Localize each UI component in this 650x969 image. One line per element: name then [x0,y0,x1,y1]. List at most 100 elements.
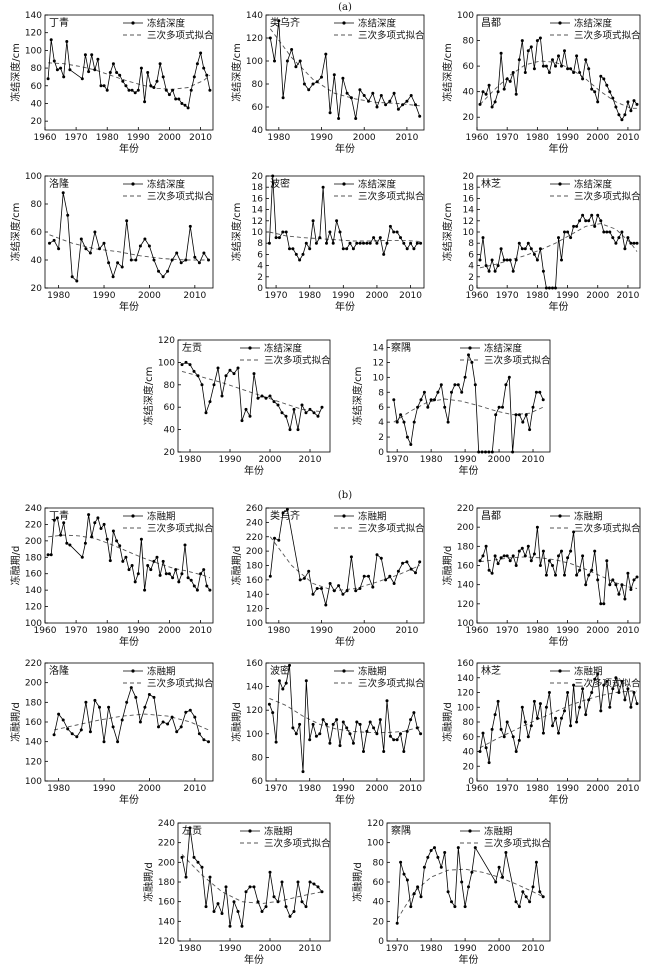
data-point [453,905,457,909]
y-tick-label: 180 [25,698,42,708]
data-point [611,687,615,691]
data-point [166,722,170,726]
data-point [385,699,389,703]
data-point [96,57,100,61]
data-point [202,738,206,742]
data-point [130,564,134,567]
legend-fit-label: 三次多项式拟合 [484,355,551,367]
data-point [355,241,359,245]
data-point [375,553,379,557]
data-point [499,556,503,560]
data-point [405,99,409,103]
data-point [98,705,101,709]
legend-observed-marker [558,669,562,673]
data-point [324,603,328,607]
data-point [337,584,341,588]
y-axis-label: 冻结深度/cm [441,203,454,262]
data-point [161,720,165,724]
series-observed-line [393,353,544,453]
data-point [429,849,433,852]
data-point [593,224,597,228]
legend-observed-label: 冻结深度 [574,18,613,30]
data-point [331,241,335,245]
data-point [328,230,332,234]
data-point [199,572,203,576]
series-fit-line [269,231,421,242]
data-point [623,113,627,117]
data-point [523,247,527,251]
data-point [280,880,284,884]
x-tick-label: 2010 [616,133,639,143]
data-point [384,578,388,582]
data-point [395,921,399,925]
series-fit-line [269,697,421,734]
y-tick-label: 200 [457,523,474,533]
data-point [290,48,294,51]
data-point [298,258,302,262]
data-point [538,36,542,40]
data-point [208,88,212,92]
chart-6: 1980 1990 2000 2010 20 40 60 80 100 120 年份 冻结深度/cm 左… [142,336,331,477]
data-point [48,241,51,245]
data-point [392,230,396,234]
data-point [478,750,482,753]
data-point [497,865,501,869]
data-point [98,247,101,251]
data-point [538,702,542,706]
y-tick-label: 40 [463,88,475,98]
data-point [105,537,109,541]
data-point [629,588,633,591]
data-point [544,64,548,68]
data-point [268,574,272,578]
data-point [419,398,423,402]
x-tick-label: 2010 [299,455,322,465]
data-point [384,103,388,107]
data-point [311,722,315,726]
x-tick-label: 2010 [522,455,545,465]
legend-observed-label: 冻融期 [358,666,387,678]
y-tick-label: 12 [252,217,263,227]
data-point [197,732,201,736]
data-point [320,890,324,894]
data-point [499,727,503,731]
data-point [75,279,79,283]
data-point [590,568,594,572]
data-point [136,88,140,92]
x-axis-label: 年份 [119,793,139,806]
y-tick-label: 160 [25,570,42,580]
data-point [599,219,603,223]
data-point [614,241,618,245]
data-point [605,679,609,683]
data-point [526,49,530,53]
data-point [569,67,573,71]
x-tick-label: 1980 [47,784,70,794]
station-label: 丁青 [49,16,69,29]
x-tick-label: 2010 [616,291,639,301]
data-point [531,885,535,889]
data-point [291,726,295,730]
data-point [200,383,204,387]
data-point [180,572,184,576]
station-label: 昌都 [481,17,501,29]
series-observed-line [479,37,638,121]
series-observed-line [53,686,209,743]
data-point [149,84,153,88]
series-observed-line [269,20,421,119]
data-point [284,230,288,234]
data-point [584,713,588,717]
y-tick-label: 160 [246,659,263,669]
data-point [204,905,208,909]
data-point [205,584,209,588]
data-point [436,390,440,394]
data-point [551,58,554,62]
y-tick-label: 140 [246,683,263,693]
data-point [332,589,336,593]
data-point [547,559,551,563]
y-axis-label: 冻结深度/cm [441,43,454,102]
data-point [405,729,409,733]
data-point [478,258,482,262]
data-point [188,224,192,228]
data-point [635,702,639,706]
data-point [467,885,470,889]
data-point [529,45,533,49]
